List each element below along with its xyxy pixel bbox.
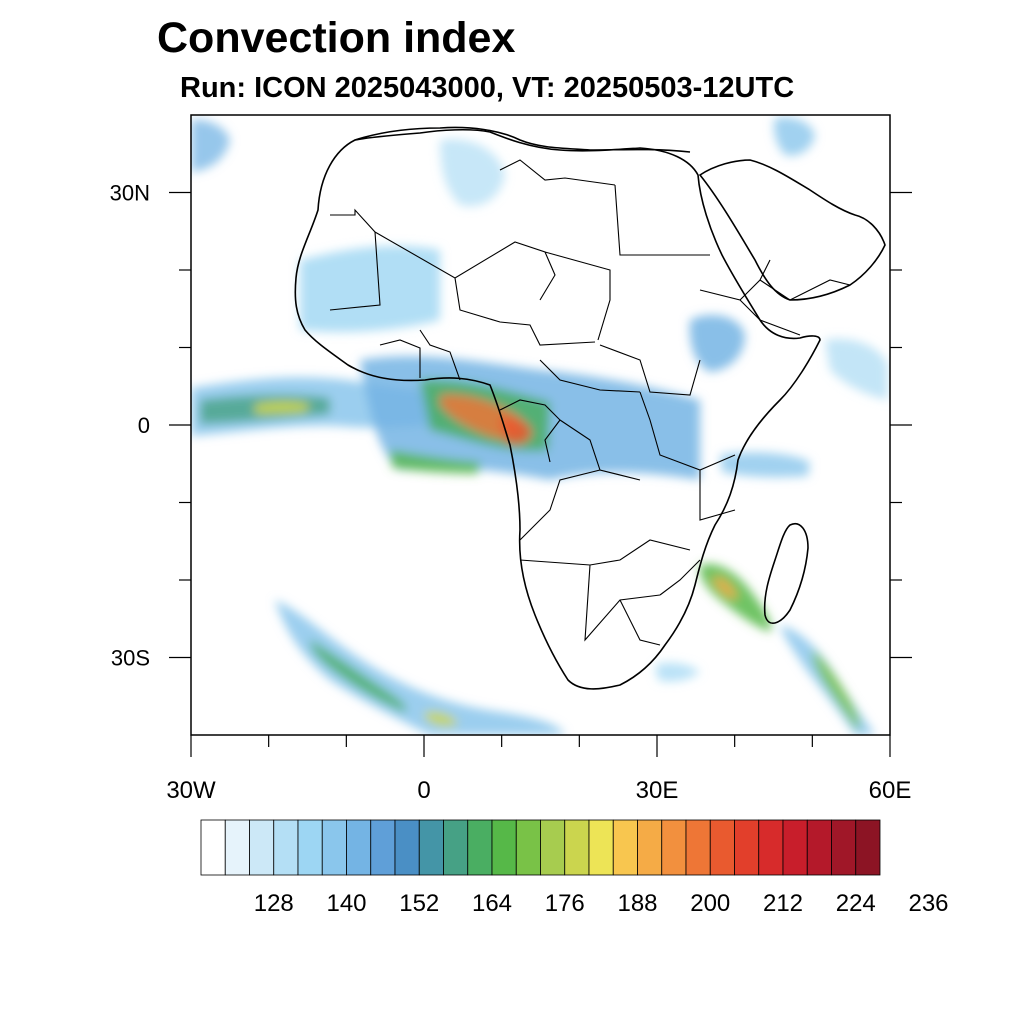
ethiopia-convection xyxy=(689,315,745,372)
colorbar-label: 128 xyxy=(254,890,294,917)
lat-tick-label: 30S xyxy=(111,646,150,671)
colorbar-swatch xyxy=(806,819,832,876)
colorbar-swatch xyxy=(515,819,541,876)
colorbar-swatch xyxy=(297,819,323,876)
colorbar-swatch xyxy=(758,819,784,876)
colorbar-swatch xyxy=(491,819,517,876)
colorbar-label: 188 xyxy=(617,890,657,917)
convection-field xyxy=(191,117,888,735)
south-atlantic-band xyxy=(275,600,565,735)
sahara-patch-north xyxy=(440,139,505,207)
colorbar-label: 164 xyxy=(472,890,512,917)
colorbar-swatch xyxy=(540,819,566,876)
lon-tick-label: 30W xyxy=(166,777,216,804)
colorbar-label: 236 xyxy=(908,890,948,917)
latitude-axis: 30N 0 30S xyxy=(110,181,912,671)
colorbar-swatch xyxy=(637,819,663,876)
north-east-patch xyxy=(774,117,815,156)
border-lines xyxy=(329,159,851,646)
colorbar-swatch xyxy=(734,819,760,876)
colorbar-label: 152 xyxy=(399,890,439,917)
lon-tick-label: 0 xyxy=(417,777,430,804)
colorbar-swatch xyxy=(685,819,711,876)
chart-subtitle: Run: ICON 2025043000, VT: 20250503-12UTC xyxy=(180,72,795,104)
guinea-tail xyxy=(390,450,480,474)
colorbar-swatch xyxy=(418,819,444,876)
colorbar-swatch xyxy=(249,819,275,876)
colorbar-label: 140 xyxy=(326,890,366,917)
lat-tick-label: 0 xyxy=(138,413,150,438)
colorbar-swatch xyxy=(612,819,638,876)
colorbar-swatch xyxy=(831,819,857,876)
lon-tick-label: 60E xyxy=(869,777,912,804)
longitude-axis: 30W 0 30E 60E xyxy=(166,735,911,804)
colorbar-swatch xyxy=(273,819,299,876)
colorbar-swatch xyxy=(394,819,420,876)
somalia-patch xyxy=(825,338,888,400)
lon-tick-label: 30E xyxy=(636,777,679,804)
indian-ocean-band-core xyxy=(812,650,860,730)
colorbar-label: 176 xyxy=(545,890,585,917)
mediterranean-coast xyxy=(354,126,691,153)
colorbar-swatch xyxy=(224,819,250,876)
madagascar-coastline xyxy=(763,523,809,624)
colorbar-swatch xyxy=(782,819,808,876)
colorbar-swatch xyxy=(661,819,687,876)
colorbar-swatch xyxy=(346,819,372,876)
colorbar-label: 212 xyxy=(763,890,803,917)
colorbar-swatch xyxy=(443,819,469,876)
coastlines xyxy=(294,126,886,690)
country-borders xyxy=(329,159,851,646)
north-west-patch xyxy=(191,119,230,172)
arabia-coastline xyxy=(698,159,886,301)
mozambique-hot xyxy=(712,577,738,599)
south-atlantic-core xyxy=(310,640,407,712)
se-africa-patch xyxy=(655,662,700,682)
colorbar-swatch xyxy=(467,819,493,876)
east-africa-coast xyxy=(720,452,810,478)
colorbar-label: 200 xyxy=(690,890,730,917)
chart-title: Convection index xyxy=(157,14,516,62)
colorbar-swatch xyxy=(709,819,735,876)
colorbar-label: 224 xyxy=(836,890,876,917)
colorbar-swatch xyxy=(564,819,590,876)
west-africa-patch xyxy=(300,245,440,332)
colorbar-swatch xyxy=(855,819,881,876)
atlantic-itcz-hot xyxy=(255,401,310,414)
colorbar-swatch xyxy=(200,819,226,876)
congo-convection-hot xyxy=(440,394,521,439)
colorbar-swatch xyxy=(370,819,396,876)
colorbar-swatch xyxy=(588,819,614,876)
colorbar-swatch xyxy=(321,819,347,876)
south-atlantic-hot xyxy=(425,711,458,726)
lat-tick-label: 30N xyxy=(110,181,150,206)
colorbar: 128 140 152 164 176 188 200 212 224 236 xyxy=(200,819,949,917)
